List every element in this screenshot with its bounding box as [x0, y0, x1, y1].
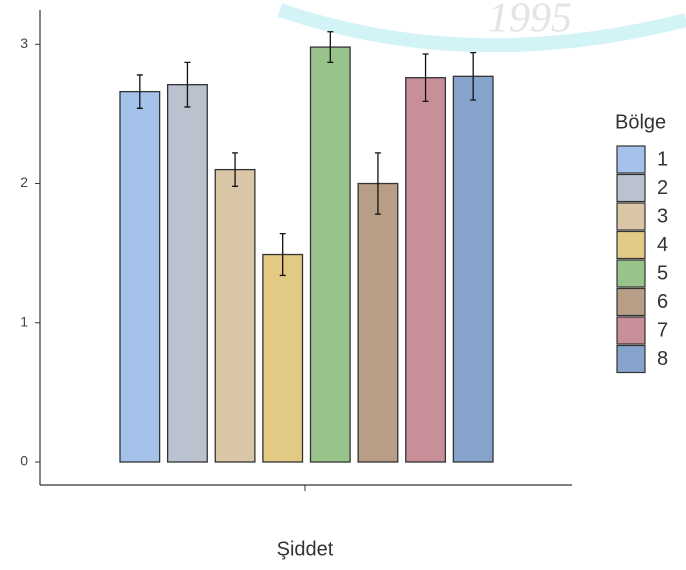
bar [119, 90, 161, 463]
legend-label: 7 [657, 319, 668, 341]
bar [405, 77, 447, 463]
legend-label: 5 [657, 262, 668, 284]
y-tick-label: 0 [20, 453, 28, 469]
bar [357, 182, 399, 463]
legend-key [616, 202, 646, 231]
error-bar [136, 74, 143, 109]
legend-key [616, 230, 646, 260]
error-bar [232, 152, 239, 187]
legend-key [616, 316, 646, 345]
error-bar [422, 53, 429, 103]
legend-label: 4 [657, 234, 668, 256]
legend-key [616, 259, 646, 288]
error-bar [374, 152, 381, 215]
bar [452, 75, 494, 463]
error-bar [184, 61, 191, 108]
legend-label: 8 [657, 348, 668, 370]
legend-label: 2 [657, 177, 668, 199]
legend-label: 6 [657, 291, 668, 313]
y-tick-label: 3 [20, 35, 28, 51]
legend-key [616, 344, 646, 374]
legend-title: Bölge [615, 111, 666, 133]
error-bar [279, 233, 286, 277]
legend-label: 3 [657, 205, 668, 227]
bar [166, 84, 208, 463]
bar [262, 253, 304, 463]
error-bar [470, 51, 477, 101]
legend-label: 1 [657, 148, 668, 170]
error-bar [327, 31, 334, 64]
legend-key [616, 173, 646, 203]
y-tick-label: 2 [20, 174, 28, 190]
legend-key [616, 287, 646, 317]
x-axis-label: Şiddet [277, 538, 334, 560]
y-tick-label: 1 [20, 313, 28, 329]
watermark-arc [277, 3, 686, 53]
legend-key [616, 145, 646, 174]
bar [309, 46, 351, 463]
bar [214, 168, 256, 463]
watermark: 1995 [488, 0, 572, 42]
